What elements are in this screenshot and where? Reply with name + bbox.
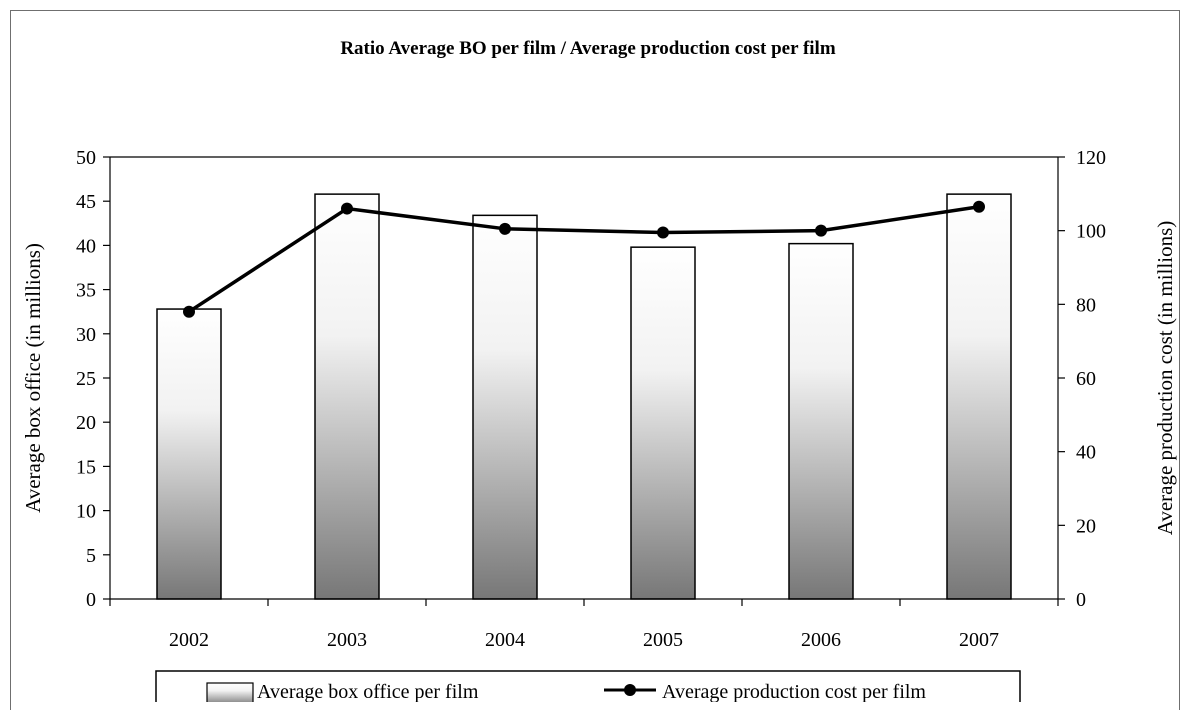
chart-frame xyxy=(10,10,1180,710)
x-tick-label: 2004 xyxy=(485,629,525,651)
production-cost-point-2003 xyxy=(341,202,353,215)
bar-2004 xyxy=(472,214,538,600)
production-cost-point-2002 xyxy=(183,305,195,318)
y-tick-label: 45 xyxy=(76,191,96,213)
y-tick-label: 20 xyxy=(76,412,96,434)
line-layer xyxy=(183,200,985,318)
legend: Average box office per film Average prod… xyxy=(155,670,1021,702)
y2-axis-title: Average production cost (in millions) xyxy=(1153,221,1177,536)
y-tick-label: 25 xyxy=(76,368,96,390)
production-cost-point-2004 xyxy=(499,222,511,235)
y-tick-label: 10 xyxy=(76,501,96,523)
x-tick-label: 2002 xyxy=(169,629,209,651)
y2-tick-label: 0 xyxy=(1076,589,1086,611)
production-cost-point-2006 xyxy=(815,224,827,237)
bar-2007 xyxy=(946,193,1012,600)
legend-box xyxy=(155,670,1021,702)
y2-tick-label: 60 xyxy=(1076,368,1096,390)
bar-2003 xyxy=(314,193,380,600)
bar-2002 xyxy=(156,308,222,600)
bars-layer xyxy=(156,193,1012,600)
y-tick-label: 40 xyxy=(76,235,96,257)
y2-tick-label: 40 xyxy=(1076,442,1096,464)
y-tick-label: 5 xyxy=(86,545,96,567)
y-tick-label: 0 xyxy=(86,589,96,611)
legend-marker xyxy=(624,684,636,696)
x-tick-label: 2003 xyxy=(327,629,367,651)
y2-tick-label: 20 xyxy=(1076,515,1096,537)
x-tick-label: 2005 xyxy=(643,629,683,651)
axes-layer xyxy=(103,156,1065,606)
y-tick-label: 50 xyxy=(76,147,96,169)
legend-bar-swatch xyxy=(206,682,254,702)
legend-label-box-office: Average box office per film xyxy=(257,681,479,702)
labels-layer: 0 5 10 15 20 25 30 35 40 45 50 0 20 40 60 80 100 120 2002 2… xyxy=(21,147,1177,651)
production-cost-point-2007 xyxy=(973,200,985,213)
bar-2005 xyxy=(630,246,696,600)
x-tick-label: 2006 xyxy=(801,629,841,651)
production-cost-point-2005 xyxy=(657,226,669,239)
y2-tick-label: 100 xyxy=(1076,221,1106,243)
legend-label-production-cost: Average production cost per film xyxy=(662,681,926,702)
y-axis-title: Average box office (in millions) xyxy=(21,243,45,513)
y2-tick-label: 120 xyxy=(1076,147,1106,169)
chart-title: Ratio Average BO per film / Average prod… xyxy=(340,38,836,59)
production-cost-line xyxy=(188,204,980,314)
y-tick-label: 30 xyxy=(76,324,96,346)
y2-tick-label: 80 xyxy=(1076,294,1096,316)
y-tick-label: 15 xyxy=(76,456,96,478)
bar-2006 xyxy=(788,242,854,600)
y-tick-label: 35 xyxy=(76,280,96,302)
x-tick-label: 2007 xyxy=(959,629,999,651)
